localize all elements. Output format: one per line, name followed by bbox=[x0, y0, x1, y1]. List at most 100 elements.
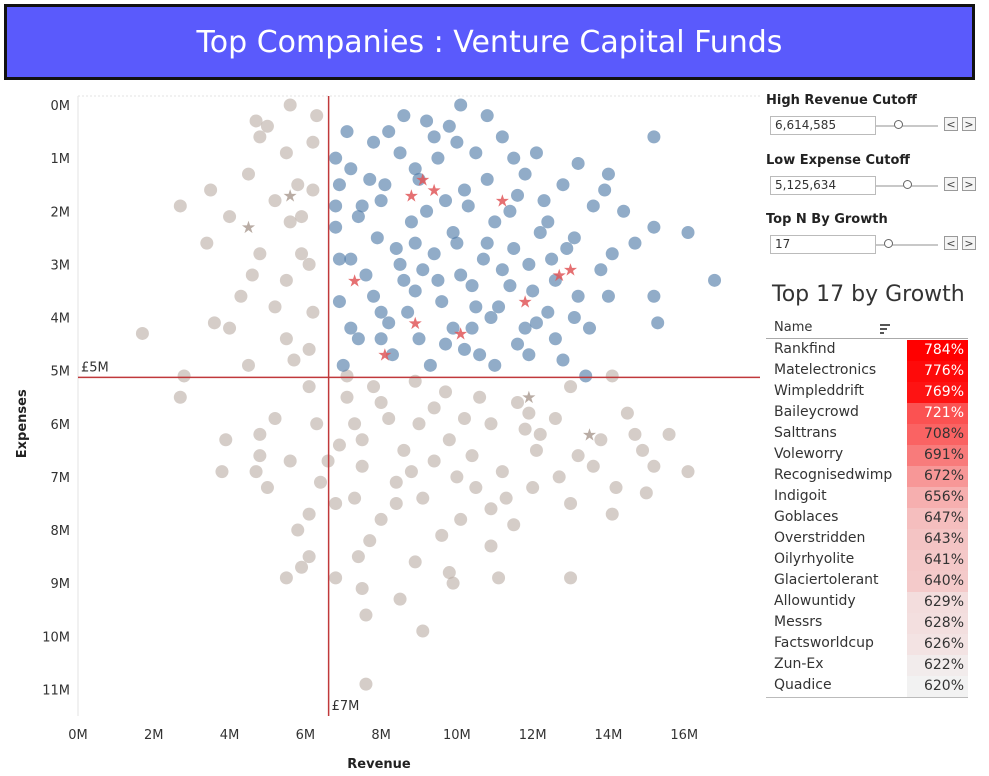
star-marker-other[interactable]: ★ bbox=[283, 186, 298, 206]
data-point-other[interactable] bbox=[511, 396, 525, 410]
star-marker-top-growth[interactable]: ★ bbox=[347, 271, 362, 291]
data-point-top[interactable] bbox=[385, 348, 399, 362]
data-point-other[interactable] bbox=[200, 236, 214, 250]
slider-thumb[interactable] bbox=[903, 180, 912, 189]
step-forward-button[interactable]: > bbox=[962, 177, 976, 191]
data-point-top[interactable] bbox=[507, 151, 521, 165]
data-point-top[interactable] bbox=[435, 295, 449, 309]
data-point-other[interactable] bbox=[416, 491, 430, 505]
data-point-top[interactable] bbox=[340, 125, 354, 139]
table-row[interactable]: Baileycrowd 721% bbox=[766, 403, 968, 424]
data-point-other[interactable] bbox=[564, 571, 578, 585]
data-point-top[interactable] bbox=[518, 321, 532, 335]
data-point-top[interactable] bbox=[548, 273, 562, 287]
data-point-top[interactable] bbox=[522, 257, 536, 271]
data-point-top[interactable] bbox=[427, 247, 441, 261]
data-point-other[interactable] bbox=[310, 417, 324, 431]
data-point-top[interactable] bbox=[420, 114, 434, 128]
star-marker-other[interactable]: ★ bbox=[582, 425, 597, 445]
data-point-top[interactable] bbox=[465, 279, 479, 293]
data-point-top[interactable] bbox=[439, 194, 453, 208]
data-point-other[interactable] bbox=[302, 507, 316, 521]
data-point-top[interactable] bbox=[548, 332, 562, 346]
data-point-other[interactable] bbox=[605, 369, 619, 383]
data-point-other[interactable] bbox=[397, 443, 411, 457]
data-point-other[interactable] bbox=[662, 427, 676, 441]
star-marker-other[interactable]: ★ bbox=[241, 218, 256, 238]
data-point-top[interactable] bbox=[476, 252, 490, 266]
data-point-top[interactable] bbox=[329, 151, 343, 165]
slider-thumb[interactable] bbox=[893, 120, 903, 129]
star-marker-top-growth[interactable]: ★ bbox=[408, 314, 423, 334]
data-point-top[interactable] bbox=[393, 257, 407, 271]
data-point-top[interactable] bbox=[378, 178, 392, 192]
table-row[interactable]: Rankfind 784% bbox=[766, 340, 968, 361]
data-point-other[interactable] bbox=[279, 146, 293, 160]
data-point-other[interactable] bbox=[351, 550, 365, 564]
data-point-other[interactable] bbox=[332, 438, 346, 452]
data-point-top[interactable] bbox=[332, 295, 346, 309]
sort-icon[interactable] bbox=[880, 324, 890, 334]
data-point-top[interactable] bbox=[382, 316, 396, 330]
data-point-other[interactable] bbox=[260, 481, 274, 495]
data-point-other[interactable] bbox=[564, 380, 578, 394]
data-point-top[interactable] bbox=[370, 231, 384, 245]
data-point-top[interactable] bbox=[374, 194, 388, 208]
star-marker-top-growth[interactable]: ★ bbox=[563, 261, 578, 281]
data-point-other[interactable] bbox=[639, 486, 653, 500]
data-point-top[interactable] bbox=[522, 348, 536, 362]
star-marker-top-growth[interactable]: ★ bbox=[404, 186, 419, 206]
step-back-button[interactable]: < bbox=[944, 177, 958, 191]
data-point-other[interactable] bbox=[279, 332, 293, 346]
star-marker-top-growth[interactable]: ★ bbox=[517, 293, 532, 313]
data-point-top[interactable] bbox=[586, 199, 600, 213]
data-point-other[interactable] bbox=[507, 518, 521, 532]
data-point-top[interactable] bbox=[457, 342, 471, 356]
step-forward-button[interactable]: > bbox=[962, 117, 976, 131]
data-point-other[interactable] bbox=[355, 433, 369, 447]
data-point-top[interactable] bbox=[397, 273, 411, 287]
data-point-other[interactable] bbox=[302, 550, 316, 564]
data-point-top[interactable] bbox=[420, 204, 434, 218]
data-point-other[interactable] bbox=[359, 677, 373, 691]
data-point-top[interactable] bbox=[431, 151, 445, 165]
data-point-other[interactable] bbox=[242, 167, 255, 181]
data-point-top[interactable] bbox=[332, 252, 346, 266]
data-point-other[interactable] bbox=[253, 130, 267, 144]
table-row[interactable]: Zun-Ex 622% bbox=[766, 655, 968, 676]
data-point-top[interactable] bbox=[416, 263, 430, 277]
data-point-other[interactable] bbox=[446, 576, 460, 590]
data-point-top[interactable] bbox=[442, 119, 456, 133]
data-point-other[interactable] bbox=[306, 135, 320, 149]
data-point-top[interactable] bbox=[488, 358, 502, 372]
data-point-other[interactable] bbox=[268, 411, 282, 425]
data-point-top[interactable] bbox=[439, 337, 453, 351]
data-point-top[interactable] bbox=[503, 204, 517, 218]
data-point-other[interactable] bbox=[374, 396, 388, 410]
data-point-top[interactable] bbox=[567, 311, 581, 325]
data-point-top[interactable] bbox=[446, 226, 460, 240]
data-point-other[interactable] bbox=[363, 534, 377, 548]
data-point-top[interactable] bbox=[408, 236, 422, 250]
data-point-top[interactable] bbox=[492, 300, 506, 314]
data-point-other[interactable] bbox=[268, 194, 282, 208]
data-point-other[interactable] bbox=[249, 114, 263, 128]
step-forward-button[interactable]: > bbox=[962, 236, 976, 250]
star-marker-top-growth[interactable]: ★ bbox=[427, 181, 442, 201]
data-point-other[interactable] bbox=[355, 459, 369, 473]
data-point-other[interactable] bbox=[636, 443, 650, 457]
data-point-top[interactable] bbox=[571, 156, 585, 170]
data-point-top[interactable] bbox=[495, 263, 509, 277]
data-point-top[interactable] bbox=[355, 199, 369, 213]
data-point-top[interactable] bbox=[446, 321, 460, 335]
data-point-other[interactable] bbox=[253, 247, 267, 261]
data-point-other[interactable] bbox=[681, 465, 695, 479]
data-point-top[interactable] bbox=[454, 268, 468, 282]
data-point-other[interactable] bbox=[287, 353, 301, 367]
data-point-other[interactable] bbox=[302, 342, 316, 356]
data-point-top[interactable] bbox=[389, 241, 403, 255]
data-point-other[interactable] bbox=[564, 496, 578, 510]
table-row[interactable]: Voleworry 691% bbox=[766, 445, 968, 466]
data-point-other[interactable] bbox=[283, 454, 297, 468]
data-point-top[interactable] bbox=[708, 273, 722, 287]
